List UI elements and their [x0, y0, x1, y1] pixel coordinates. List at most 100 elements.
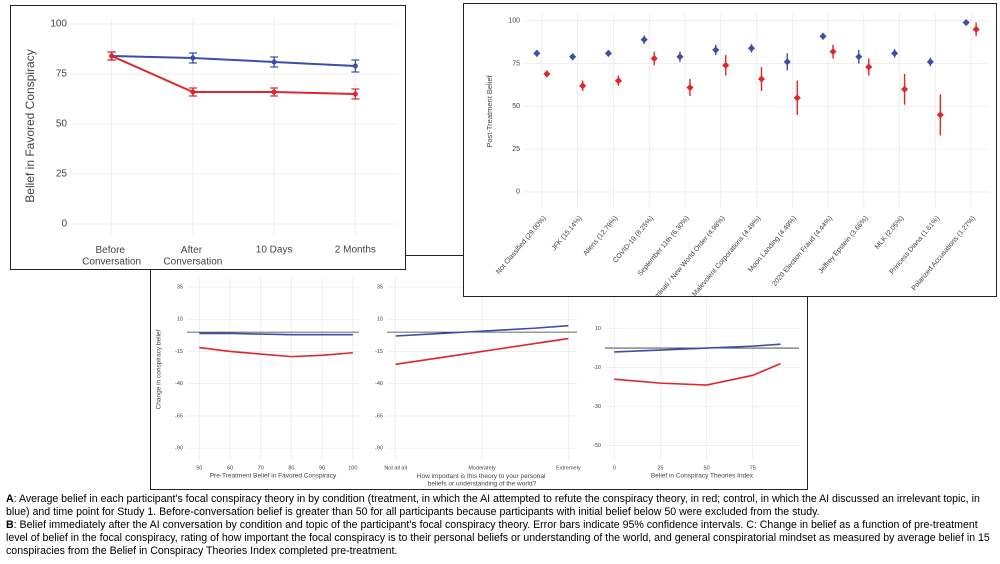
point: [650, 54, 658, 63]
x-tick-label: 0: [613, 465, 616, 471]
point: [926, 58, 934, 66]
y-tick-label: 35: [177, 284, 183, 290]
trend-line: [395, 324, 569, 337]
x-tick-label: 100: [348, 465, 357, 471]
point: [569, 53, 577, 61]
x-tick-label: Polarized Accusations (1.27%): [911, 215, 977, 292]
x-tick-label: 90: [319, 465, 325, 471]
point: [543, 70, 551, 78]
x-tick-label: 2020 Election Fraud (4.44%): [771, 215, 834, 288]
y-tick-label: 0: [516, 189, 520, 196]
y-tick-label: 100: [50, 19, 67, 30]
x-axis-label: Belief in Conspiracy Theories Index: [651, 473, 754, 480]
point: [819, 32, 827, 40]
point: [352, 63, 358, 69]
x-tick-label: 50: [196, 465, 202, 471]
caption-text: : Average belief in each participant's f…: [6, 493, 980, 518]
panel-b: 0 25 50 75 100 Not Classified (29.00%) JFK (15…: [463, 3, 997, 297]
y-tick-label: -40: [375, 381, 383, 387]
y-tick-label: 100: [508, 18, 520, 25]
caption-text: : Belief immediately after the AI conver…: [6, 519, 990, 557]
y-tick-label: -30: [593, 404, 601, 410]
trend-line: [199, 346, 353, 358]
x-tick-label: MLK (2.05%): [874, 215, 906, 251]
caption: A: Average belief in each participant's …: [6, 493, 996, 558]
x-tick-label: Extremely: [556, 465, 581, 471]
caption-a: A: Average belief in each participant's …: [6, 493, 996, 519]
point: [109, 53, 115, 59]
x-tick-label: Malevolent Corporations (4.49%): [691, 215, 762, 297]
point: [793, 94, 801, 102]
y-tick-label: -65: [375, 413, 383, 419]
x-axis-label: Pre-Treatment Belief in Favored Conspira…: [210, 473, 337, 480]
point: [712, 46, 720, 54]
y-tick-label: 50: [512, 103, 520, 110]
y-tick-label: 10: [377, 317, 383, 323]
y-tick-label: 0: [61, 219, 67, 230]
chart-c1: 35 10 -15 -40 -65 -90 50 60 70 80 90 100 Change in c…: [156, 278, 359, 480]
y-tick-label: 50: [56, 119, 68, 130]
x-axis-label: How important is this theory to your per…: [417, 473, 547, 487]
caption-b: B: Belief immediately after the AI conve…: [6, 519, 996, 558]
y-tick-label: -90: [175, 446, 183, 452]
point: [686, 84, 694, 92]
y-tick-label: 25: [512, 146, 520, 153]
point: [855, 53, 863, 61]
point: [757, 75, 766, 83]
x-tick-label: Aliens (12.79%): [582, 215, 619, 257]
y-tick-label: 10: [595, 326, 601, 332]
trend-line: [199, 332, 353, 336]
caption-label: B: [6, 519, 14, 531]
x-tick-label: Not all all: [384, 465, 407, 471]
trend-line: [111, 55, 356, 95]
x-tick-label: After Conversation: [163, 245, 222, 268]
y-tick-label: -65: [175, 413, 183, 419]
point: [901, 85, 909, 93]
plot-background: [187, 278, 359, 461]
panel-a: 0 25 50 75 100 Before Conversation After Conve…: [10, 5, 406, 270]
x-tick-label: 2 Months: [335, 245, 376, 256]
point: [579, 82, 587, 90]
point: [747, 44, 756, 52]
y-tick-label: 75: [56, 69, 68, 80]
y-tick-label: -15: [375, 349, 383, 355]
point: [936, 111, 944, 119]
x-tick-label: Moderately: [468, 465, 495, 471]
plot-background: [605, 278, 799, 461]
y-tick-label: -40: [175, 381, 183, 387]
y-tick-label: -10: [593, 365, 601, 371]
point: [972, 25, 980, 33]
point: [962, 19, 970, 27]
trend-line: [614, 343, 781, 353]
y-tick-label: 25: [56, 169, 68, 180]
point: [640, 36, 648, 44]
x-tick-label: 80: [288, 465, 294, 471]
point: [271, 59, 277, 65]
chart-a: 0 25 50 75 100 Before Conversation After Conve…: [23, 18, 396, 268]
y-tick-label: 35: [377, 284, 383, 290]
chart-b: 0 25 50 75 100 Not Classified (29.00%) JFK (15…: [485, 14, 989, 297]
trend-line: [111, 55, 356, 67]
point: [352, 91, 358, 97]
y-axis-label: Belief in Favored Conspiracy: [23, 49, 37, 202]
y-axis-label: Change in conspiracy belief: [156, 329, 163, 409]
point: [676, 53, 684, 61]
x-tick-label: 70: [258, 465, 264, 471]
point: [604, 49, 612, 57]
x-tick-label: Before Conversation: [82, 245, 141, 268]
x-tick-label: 50: [704, 465, 710, 471]
point: [783, 58, 791, 66]
y-tick-label: 10: [177, 317, 183, 323]
y-axis-label: Post-Treatment Belief: [485, 74, 494, 147]
y-tick-label: -50: [593, 443, 601, 449]
chart-c2: 35 10 -15 -40 -65 -90 Not all all Moderately Ext…: [375, 278, 581, 487]
trend-line: [614, 362, 781, 386]
y-tick-label: -90: [375, 446, 383, 452]
point: [190, 55, 196, 61]
trend-line: [395, 337, 569, 366]
point: [533, 49, 541, 57]
x-tick-label: 60: [227, 465, 233, 471]
point: [891, 49, 899, 57]
x-tick-label: 25: [657, 465, 663, 471]
